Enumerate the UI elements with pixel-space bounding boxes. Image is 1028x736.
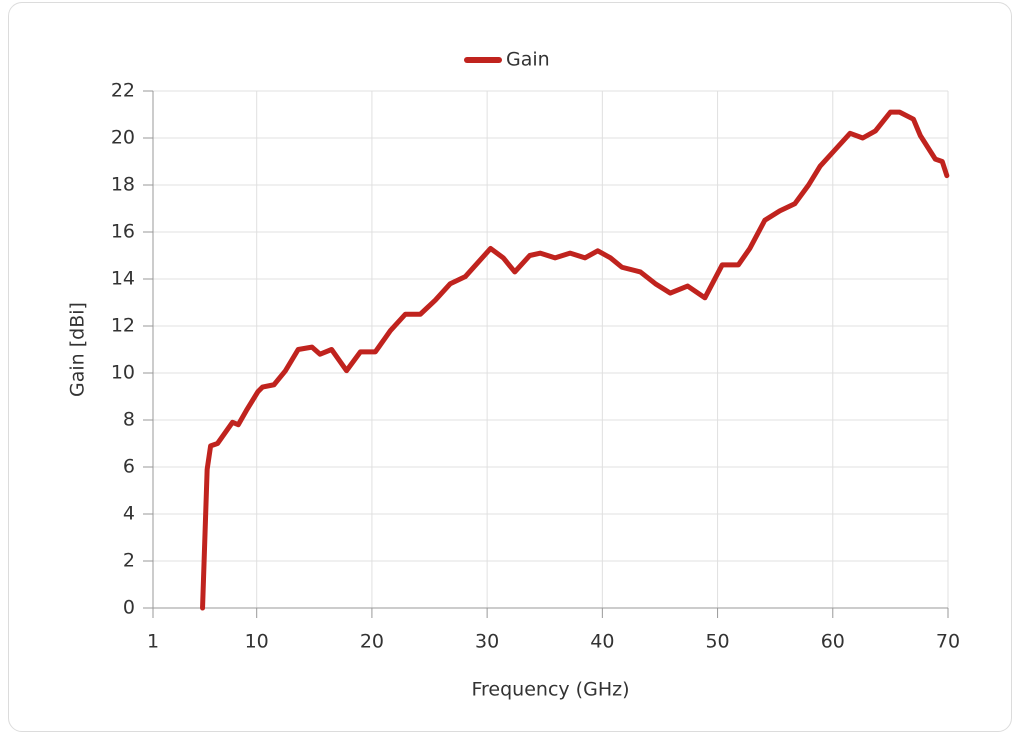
- legend-label: Gain: [506, 49, 550, 71]
- y-axis-label: Gain [dBi]: [67, 302, 89, 397]
- x-tick-label: 30: [475, 631, 499, 653]
- y-tick-label: 10: [111, 362, 135, 384]
- y-tick-label: 22: [111, 80, 135, 102]
- x-tick-label: 10: [245, 631, 269, 653]
- x-tick-label: 40: [590, 631, 614, 653]
- y-tick-label: 8: [123, 409, 135, 431]
- y-tick-label: 20: [111, 127, 135, 149]
- y-tick-label: 14: [111, 268, 135, 290]
- y-tick-label: 4: [123, 503, 135, 525]
- x-tick-label: 1: [147, 631, 159, 653]
- y-tick-label: 0: [123, 597, 135, 619]
- x-tick-label: 70: [936, 631, 960, 653]
- x-axis-label: Frequency (GHz): [471, 679, 629, 701]
- y-tick-label: 12: [111, 315, 135, 337]
- data-line: [200, 109, 950, 611]
- x-tick-label: 20: [360, 631, 384, 653]
- x-tick-label: 50: [705, 631, 729, 653]
- y-tick-label: 2: [123, 550, 135, 572]
- y-tick-label: 16: [111, 221, 135, 243]
- y-tick-label: 6: [123, 456, 135, 478]
- x-tick-label: 60: [821, 631, 845, 653]
- y-tick-label: 18: [111, 174, 135, 196]
- card: [8, 2, 1012, 732]
